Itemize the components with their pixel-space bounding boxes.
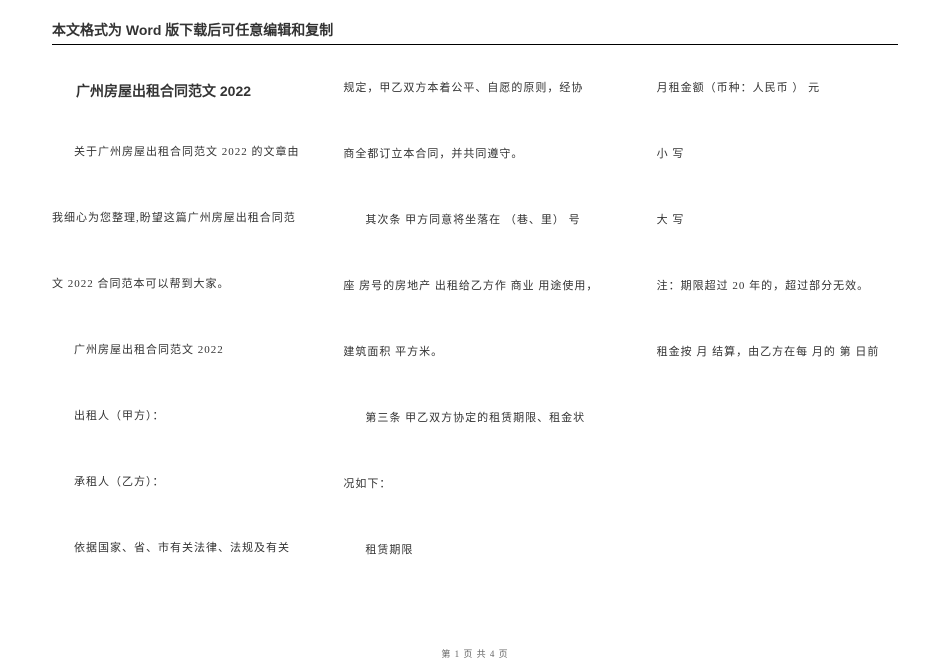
paragraph: 依据国家、省、市有关法律、法规及有关	[52, 537, 315, 559]
paragraph: 月租金额（币种：人民币 ） 元	[635, 77, 898, 99]
paragraph: 出租人（甲方）：	[52, 405, 315, 427]
paragraph: 第三条 甲乙双方协定的租赁期限、租金状	[343, 407, 606, 429]
paragraph: 座 房号的房地产 出租给乙方作 商业 用途使用，	[343, 275, 606, 297]
paragraph: 况如下：	[343, 473, 606, 495]
paragraph: 关于广州房屋出租合同范文 2022 的文章由	[52, 141, 315, 163]
paragraph: 大 写	[635, 209, 898, 231]
text-columns: 广州房屋出租合同范文 2022 关于广州房屋出租合同范文 2022 的文章由 我…	[52, 77, 898, 597]
paragraph: 承租人（乙方）：	[52, 471, 315, 493]
paragraph: 商全都订立本合同，并共同遵守。	[343, 143, 606, 165]
paragraph: 规定，甲乙双方本着公平、自愿的原则，经协	[343, 77, 606, 99]
header-notice: 本文格式为 Word 版下载后可任意编辑和复制	[52, 20, 898, 45]
page-footer: 第 1 页 共 4 页	[0, 647, 950, 660]
paragraph: 小 写	[635, 143, 898, 165]
paragraph: 建筑面积 平方米。	[343, 341, 606, 363]
paragraph: 文 2022 合同范本可以帮到大家。	[52, 273, 315, 295]
paragraph: 其次条 甲方同意将坐落在 （巷、里） 号	[343, 209, 606, 231]
paragraph: 我细心为您整理,盼望这篇广州房屋出租合同范	[52, 207, 315, 229]
paragraph: 租金按 月 结算，由乙方在每 月的 第 日前	[635, 341, 898, 363]
document-title: 广州房屋出租合同范文 2022	[52, 77, 315, 105]
content-area: 广州房屋出租合同范文 2022 关于广州房屋出租合同范文 2022 的文章由 我…	[52, 77, 898, 617]
paragraph: 广州房屋出租合同范文 2022	[52, 339, 315, 361]
paragraph: 注：期限超过 20 年的，超过部分无效。	[635, 275, 898, 297]
document-page: 本文格式为 Word 版下载后可任意编辑和复制 广州房屋出租合同范文 2022 …	[0, 0, 950, 672]
paragraph: 租赁期限	[343, 539, 606, 561]
